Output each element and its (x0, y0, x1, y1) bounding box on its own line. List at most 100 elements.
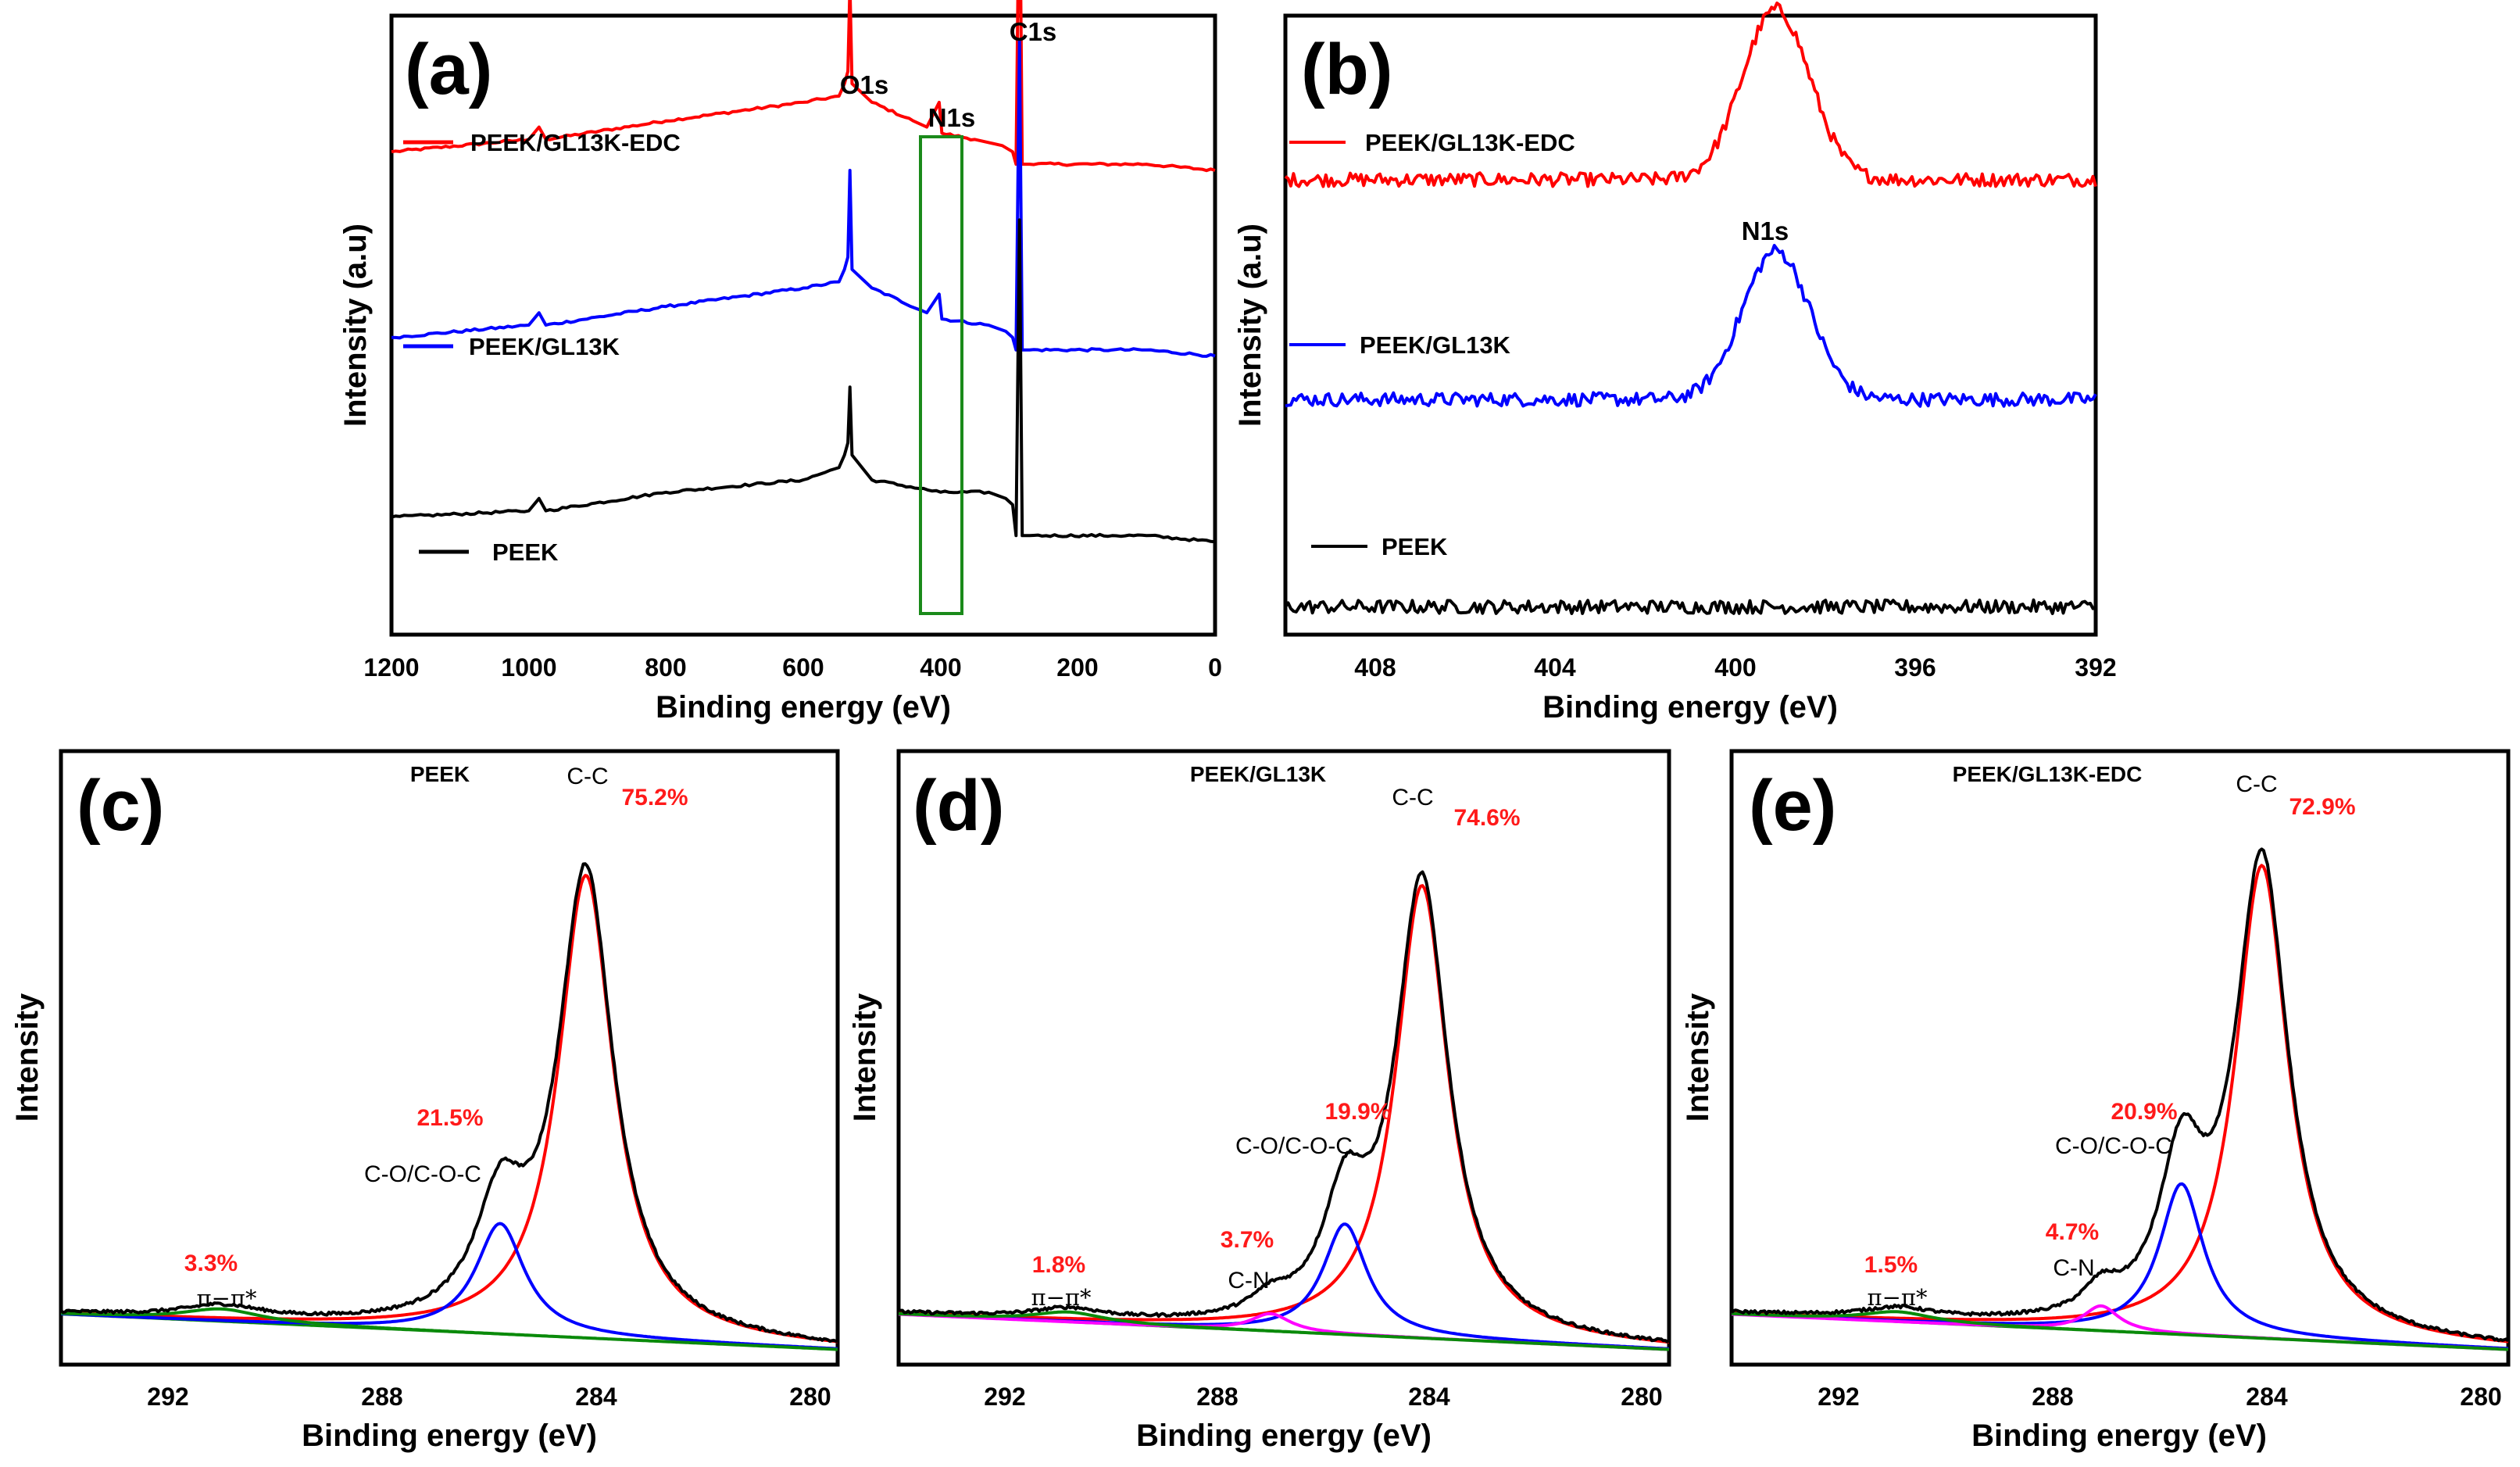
panel-a-tick-label: 1200 (363, 653, 419, 682)
panel-c-frame (59, 749, 840, 1367)
panel-b-letter: (b) (1301, 30, 1392, 109)
legend-label-peek: PEEK (1382, 533, 1448, 560)
panel-e-label-c-n: C-N (2053, 1255, 2094, 1281)
panel-a-tick-label: 200 (1056, 653, 1098, 682)
panel-a-tick-label: 800 (645, 653, 686, 682)
panel-c-x-ticks: 292 288 284 280 (147, 1383, 831, 1411)
panel-d-x-axis-title: Binding energy (eV) (1136, 1419, 1432, 1453)
panel-d-letter: (d) (913, 766, 1004, 846)
n1s-highlight-box (919, 135, 963, 615)
panel-e-frame (1729, 749, 2511, 1367)
legend-label-peek-gl13k-edc: PEEK/GL13K-EDC (470, 129, 681, 156)
panel-d-frame (896, 749, 1671, 1367)
panel-c-label-c-c: C-C (567, 764, 608, 789)
panel-e-tick-label: 288 (2032, 1383, 2073, 1411)
panel-c-component-c-o-c-o-c (60, 1222, 838, 1351)
panel-d-label-c-c: C-C (1392, 785, 1433, 810)
panel-b-y-axis-title: Intensity (a.u) (1233, 224, 1267, 427)
panel-c-y-axis-title: Intensity (10, 993, 45, 1122)
panel-c: (c) Intensity Binding energy (eV) 292 28… (10, 749, 840, 1453)
panel-d-pct-c-o: 19.9% (1324, 1099, 1391, 1125)
panel-e-component- (1731, 1310, 2509, 1351)
panel-b-legend: PEEK/GL13K-EDC PEEK/GL13K PEEK (1289, 129, 1575, 560)
panel-b-frame (1283, 13, 2098, 637)
panel-b-tick-label: 404 (1534, 653, 1576, 682)
panel-e-label-c-c: C-C (2236, 771, 2277, 797)
panel-e-pct-c-n: 4.7% (2046, 1219, 2099, 1245)
panel-d-y-axis-title: Intensity (848, 993, 882, 1122)
panel-c-label-pi: π−π* (197, 1285, 257, 1311)
panel-e-label-c-o: C-O/C-O-C (2055, 1133, 2172, 1159)
panel-e: (e) Intensity Binding energy (eV) 292 28… (1681, 749, 2511, 1453)
panel-e-tick-label: 292 (1818, 1383, 1859, 1411)
legend-label-peek-gl13k: PEEK/GL13K (469, 333, 620, 360)
panel-c-tick-label: 280 (789, 1383, 831, 1411)
panel-d-tick-label: 288 (1196, 1383, 1238, 1411)
panel-e-curves (1730, 847, 2510, 1351)
panel-a-series-peek-gl13k-edc (391, 0, 1216, 173)
panel-d-envelope (898, 870, 1670, 1344)
panel-b-series-peek-gl13k-edc (1284, 2, 2097, 188)
panel-e-tick-label: 280 (2460, 1383, 2501, 1411)
panel-a-tick-label: 600 (782, 653, 824, 682)
panel-d: (d) Intensity Binding energy (eV) 292 28… (848, 749, 1671, 1453)
panel-c-curves (59, 862, 838, 1351)
panel-d-tick-label: 280 (1621, 1383, 1662, 1411)
legend-label-peek-gl13k-edc: PEEK/GL13K-EDC (1365, 129, 1575, 156)
panel-b-tick-label: 396 (1894, 653, 1936, 682)
panel-d-sample-name: PEEK/GL13K (1190, 762, 1326, 786)
panel-c-tick-label: 292 (147, 1383, 188, 1411)
panel-b-curves (1284, 2, 2097, 615)
panel-c-sample-name: PEEK (410, 762, 470, 786)
panel-d-label-c-n: C-N (1228, 1268, 1269, 1293)
panel-e-pct-c-c: 72.9% (2289, 794, 2355, 820)
panel-a-tick-label: 1000 (501, 653, 556, 682)
panel-e-pct-c-o: 20.9% (2111, 1099, 2177, 1125)
panel-b-tick-label: 408 (1354, 653, 1396, 682)
panel-a-letter: (a) (405, 30, 492, 109)
panel-c-pct-c-c: 75.2% (621, 785, 688, 810)
panel-c-tick-label: 288 (361, 1383, 402, 1411)
legend-label-peek: PEEK (492, 538, 559, 566)
panel-e-sample-name: PEEK/GL13K-EDC (1953, 762, 2143, 786)
panel-c-letter: (c) (77, 766, 164, 846)
panel-e-envelope (1730, 847, 2510, 1343)
panel-d-component-c-c (898, 884, 1670, 1344)
panel-d-curves (898, 870, 1670, 1351)
panel-d-label-c-o: C-O/C-O-C (1235, 1133, 1353, 1159)
panel-d-tick-label: 284 (1408, 1383, 1450, 1411)
panel-e-pct-pi: 1.5% (1864, 1252, 1918, 1278)
panel-a-frame (389, 13, 1217, 637)
panel-e-label-pi: π−π* (1868, 1284, 1928, 1311)
panel-b-series-peek (1284, 598, 2096, 615)
annotation-c1s: C1s (1010, 17, 1057, 46)
panel-b-x-axis-title: Binding energy (eV) (1542, 690, 1838, 725)
panel-c-component- (60, 1307, 838, 1351)
panel-a-legend: PEEK/GL13K-EDC PEEK/GL13K PEEK (403, 129, 681, 566)
panel-e-x-axis-title: Binding energy (eV) (1971, 1419, 2267, 1453)
panel-b: (b) Intensity (a.u) Binding energy (eV) … (1233, 2, 2117, 725)
panel-a-tick-label: 0 (1208, 653, 1222, 682)
panel-b-x-ticks: 408 404 400 396 392 (1354, 653, 2116, 682)
panel-d-pct-c-n: 3.7% (1221, 1227, 1274, 1253)
annotation-n1s: N1s (928, 103, 976, 132)
panel-e-y-axis-title: Intensity (1681, 993, 1715, 1122)
panel-c-x-axis-title: Binding energy (eV) (302, 1419, 597, 1453)
panel-a-y-axis-title: Intensity (a.u) (338, 224, 373, 427)
panel-e-tick-label: 284 (2246, 1383, 2288, 1411)
panel-e-x-ticks: 292 288 284 280 (1818, 1383, 2501, 1411)
annotation-o1s: O1s (840, 70, 888, 99)
panel-c-tick-label: 284 (575, 1383, 617, 1411)
panel-e-component-c-o-c-o-c (1731, 1182, 2509, 1351)
panel-a-x-ticks: 1200 1000 800 600 400 200 0 (363, 653, 1221, 682)
panel-a-tick-label: 400 (920, 653, 961, 682)
panel-c-pct-pi: 3.3% (184, 1251, 238, 1276)
panel-d-pct-pi: 1.8% (1032, 1252, 1085, 1278)
panel-b-tick-label: 392 (2075, 653, 2116, 682)
panel-a-x-axis-title: Binding energy (eV) (656, 690, 951, 725)
panel-d-component- (898, 1310, 1670, 1351)
panel-d-x-ticks: 292 288 284 280 (984, 1383, 1662, 1411)
panel-c-pct-c-o: 21.5% (416, 1105, 483, 1131)
panel-d-tick-label: 292 (984, 1383, 1025, 1411)
